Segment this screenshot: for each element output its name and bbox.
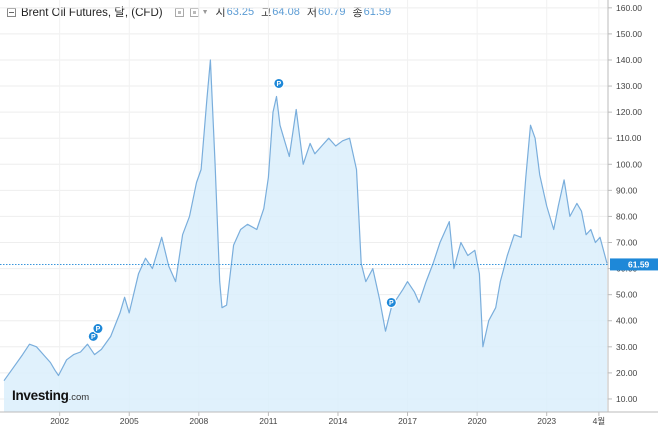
event-marker-icon xyxy=(273,77,285,89)
open-value: 63.25 xyxy=(226,6,255,18)
y-tick-label: 120.00 xyxy=(616,107,642,117)
y-tick-label: 110.00 xyxy=(616,133,642,143)
event-marker-label: P xyxy=(276,81,281,88)
x-tick-label: 2011 xyxy=(259,416,278,426)
high-value: 64.08 xyxy=(272,6,300,18)
event-marker-label: P xyxy=(389,300,394,307)
x-tick-label: 2002 xyxy=(50,416,69,426)
last-price-tag-bg xyxy=(610,258,658,271)
event-marker-label: P xyxy=(91,334,96,341)
x-tick-label: 2008 xyxy=(189,416,208,426)
chart-header: Brent Oil Futures, 달, (CFD) ▼ 시 63.25 고 64… xyxy=(0,0,620,24)
y-tick-label: 150.00 xyxy=(616,29,642,39)
x-tick-label: 2023 xyxy=(537,416,556,426)
y-tick-label: 40.00 xyxy=(616,316,638,326)
logo-main-text: Investing xyxy=(12,388,69,403)
x-tick-label: 4월 xyxy=(593,416,606,426)
y-tick-label: 30.00 xyxy=(616,342,638,352)
low-value: 60.79 xyxy=(317,6,346,18)
close-value: 61.59 xyxy=(363,6,392,18)
close-label: 종 xyxy=(352,7,363,19)
low-label: 저 xyxy=(306,7,317,19)
y-axis: 10.0020.0030.0040.0050.0060.0070.0080.00… xyxy=(608,3,642,404)
y-tick-label: 160.00 xyxy=(616,3,642,13)
y-tick-label: 70.00 xyxy=(616,238,638,248)
event-marker-icon xyxy=(92,323,104,335)
last-price-tag: 61.59 xyxy=(610,258,658,271)
logo-suffix-text: .com xyxy=(68,392,90,403)
y-tick-label: 140.00 xyxy=(616,55,642,65)
event-marker-label: P xyxy=(96,326,101,333)
high-label: 고 xyxy=(261,7,272,19)
y-tick-label: 50.00 xyxy=(616,290,638,300)
instrument-title: Brent Oil Futures, 달, (CFD) xyxy=(21,7,163,19)
y-tick-label: 80.00 xyxy=(616,211,638,221)
y-tick-label: 90.00 xyxy=(616,185,638,195)
price-line xyxy=(3,59,608,382)
dropdown-arrow-icon[interactable]: ▼ xyxy=(201,8,209,16)
y-tick-label: 100.00 xyxy=(616,159,642,169)
last-price-value: 61.59 xyxy=(628,259,650,269)
event-marker-icon xyxy=(385,296,397,308)
y-tick-label: 130.00 xyxy=(616,81,642,91)
y-tick-label: 10.00 xyxy=(616,394,638,404)
investing-logo: Investing.com xyxy=(12,388,89,403)
price-area-fill xyxy=(4,60,607,412)
x-tick-label: 2014 xyxy=(329,416,348,426)
x-tick-label: 2020 xyxy=(468,416,487,426)
x-tick-label: 2017 xyxy=(398,416,417,426)
open-label: 시 xyxy=(215,7,226,19)
y-tick-label: 20.00 xyxy=(616,368,638,378)
x-axis: 2002 2005 2008 2011 2014 2017 2020 2023 4월 xyxy=(50,412,605,426)
x-tick-label: 2005 xyxy=(120,416,139,426)
